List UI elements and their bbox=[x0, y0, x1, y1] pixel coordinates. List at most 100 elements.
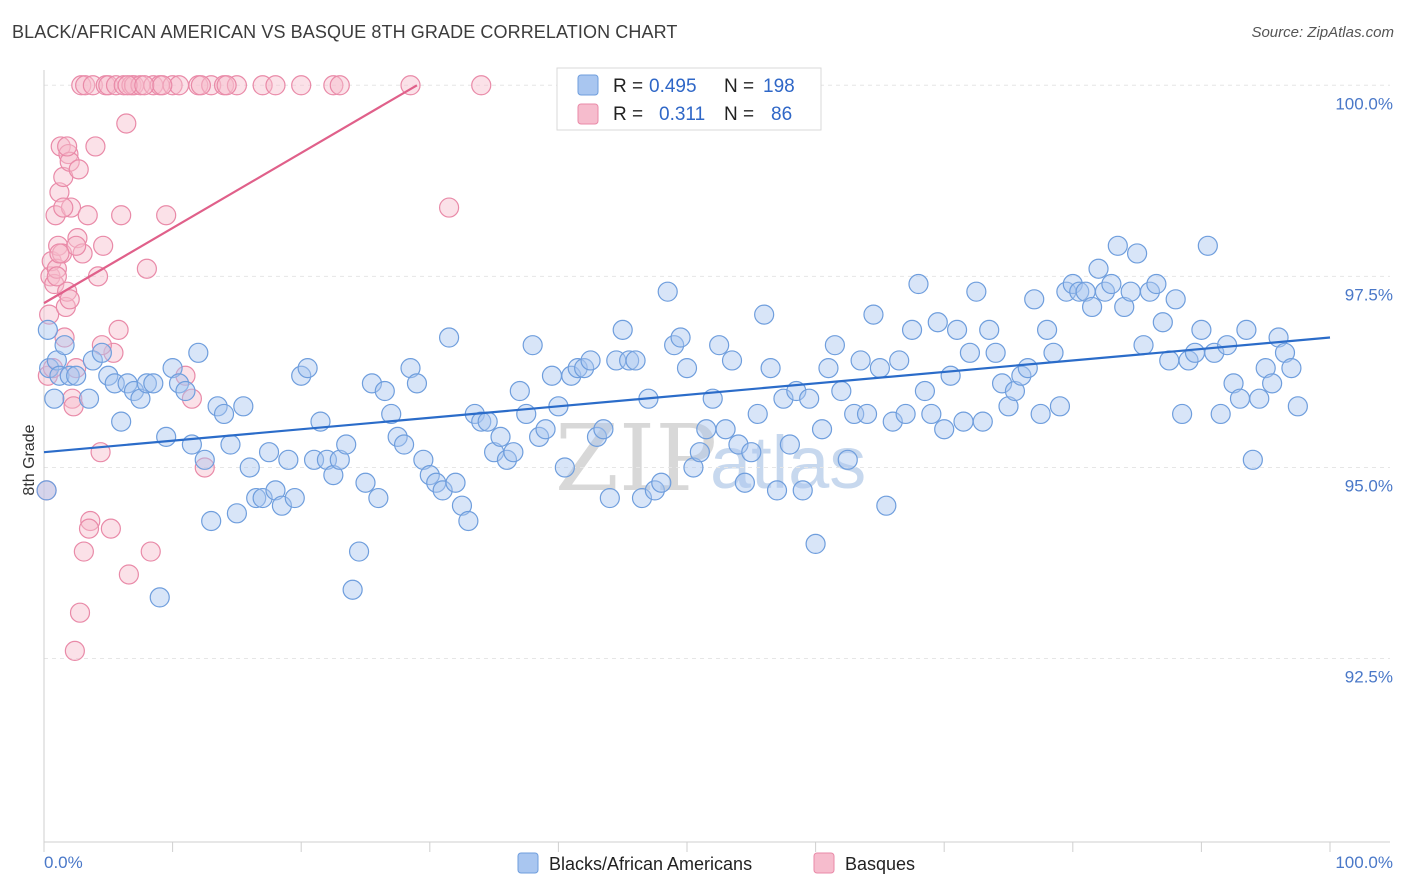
black-point bbox=[36, 480, 57, 501]
legend-r-label: R = bbox=[613, 104, 643, 125]
black-point bbox=[432, 480, 453, 501]
basques-point bbox=[152, 75, 173, 96]
legend-r-value: 0.495 bbox=[649, 76, 697, 97]
black-point bbox=[1069, 281, 1090, 302]
trendline-basques bbox=[43, 84, 418, 305]
legend-n-value: 86 bbox=[771, 104, 792, 125]
basques-point bbox=[57, 136, 78, 157]
black-point bbox=[869, 357, 891, 379]
black-point bbox=[393, 434, 415, 455]
trendlines bbox=[43, 84, 1331, 454]
black-point bbox=[689, 442, 710, 463]
black-point bbox=[850, 350, 871, 371]
black-point bbox=[625, 350, 646, 371]
black-point bbox=[1281, 357, 1302, 379]
black-point bbox=[741, 442, 762, 463]
black-point bbox=[1107, 235, 1128, 256]
basques-point bbox=[226, 75, 247, 96]
x-tick-label-min: 0.0% bbox=[44, 853, 83, 872]
black-point bbox=[908, 273, 929, 295]
basques-point bbox=[400, 75, 421, 96]
black-point bbox=[554, 457, 575, 478]
black-point bbox=[882, 411, 903, 432]
black-point bbox=[895, 403, 916, 425]
black-point bbox=[1165, 289, 1186, 310]
black-point bbox=[374, 380, 395, 402]
basques-point bbox=[216, 75, 237, 96]
black-point bbox=[901, 319, 923, 340]
black-point bbox=[490, 426, 511, 447]
basques-point bbox=[73, 541, 94, 562]
black-point bbox=[1184, 342, 1206, 363]
black-point bbox=[1159, 350, 1180, 371]
basques-point bbox=[69, 602, 91, 623]
y-tick-labels: 92.5% 95.0% 97.5% 100.0% bbox=[1335, 94, 1393, 686]
black-point bbox=[477, 411, 498, 432]
black-point bbox=[1133, 335, 1154, 356]
basques-point bbox=[49, 243, 70, 264]
basques-point bbox=[64, 640, 85, 662]
basques-point bbox=[53, 197, 74, 218]
black-point bbox=[233, 396, 254, 417]
black-point bbox=[998, 396, 1019, 417]
black-point bbox=[760, 357, 781, 379]
basques-point bbox=[194, 457, 215, 478]
black-point bbox=[657, 281, 678, 302]
black-point bbox=[175, 380, 196, 402]
black-point bbox=[856, 403, 878, 425]
y-tick-label: 100.0% bbox=[1335, 94, 1393, 113]
black-point bbox=[1024, 289, 1045, 310]
black-point bbox=[766, 480, 788, 501]
basques-point bbox=[66, 235, 87, 256]
black-point bbox=[39, 357, 60, 379]
black-point bbox=[252, 487, 273, 509]
legend-n-label: N = bbox=[724, 76, 754, 97]
y-tick-label: 95.0% bbox=[1345, 476, 1393, 495]
black-point bbox=[156, 426, 177, 447]
basques-point bbox=[162, 75, 183, 96]
black-point bbox=[194, 449, 215, 470]
black-point bbox=[979, 319, 1000, 340]
black-point bbox=[1287, 396, 1308, 417]
black-point bbox=[336, 434, 357, 455]
black-point bbox=[445, 472, 466, 493]
black-point bbox=[959, 342, 981, 363]
basques-point bbox=[140, 541, 161, 562]
black-point bbox=[284, 487, 305, 509]
black-point bbox=[278, 449, 299, 470]
black-point bbox=[49, 365, 70, 386]
black-point bbox=[593, 419, 614, 440]
black-point bbox=[721, 350, 743, 371]
basques-point bbox=[60, 197, 82, 218]
legend-n-label: N = bbox=[724, 104, 754, 125]
black-point bbox=[66, 365, 87, 386]
black-point bbox=[1114, 296, 1135, 318]
black-point bbox=[889, 350, 910, 371]
black-point bbox=[130, 388, 151, 409]
basques-point bbox=[75, 75, 96, 96]
basques-point bbox=[111, 205, 132, 226]
basques-point bbox=[54, 327, 75, 348]
black-point bbox=[811, 419, 833, 440]
basques-point bbox=[134, 75, 155, 96]
black-point bbox=[271, 495, 293, 516]
black-point bbox=[696, 419, 717, 440]
black-point bbox=[503, 442, 524, 463]
black-point bbox=[381, 403, 402, 425]
black-point bbox=[715, 419, 736, 440]
black-point bbox=[1126, 243, 1148, 264]
black-point bbox=[1223, 373, 1244, 394]
black-point bbox=[541, 365, 563, 386]
black-point bbox=[1004, 380, 1026, 402]
black-point bbox=[406, 373, 428, 394]
black-point bbox=[1017, 357, 1038, 379]
black-point bbox=[1191, 319, 1212, 340]
black-point bbox=[612, 319, 633, 340]
black-point bbox=[805, 533, 826, 555]
legend-swatch-pink bbox=[577, 103, 599, 125]
legend-swatch-blue bbox=[577, 74, 599, 96]
black-point bbox=[1249, 388, 1270, 409]
black-point bbox=[297, 357, 318, 379]
y-tick-label: 97.5% bbox=[1345, 285, 1393, 304]
basques-point bbox=[46, 258, 67, 279]
